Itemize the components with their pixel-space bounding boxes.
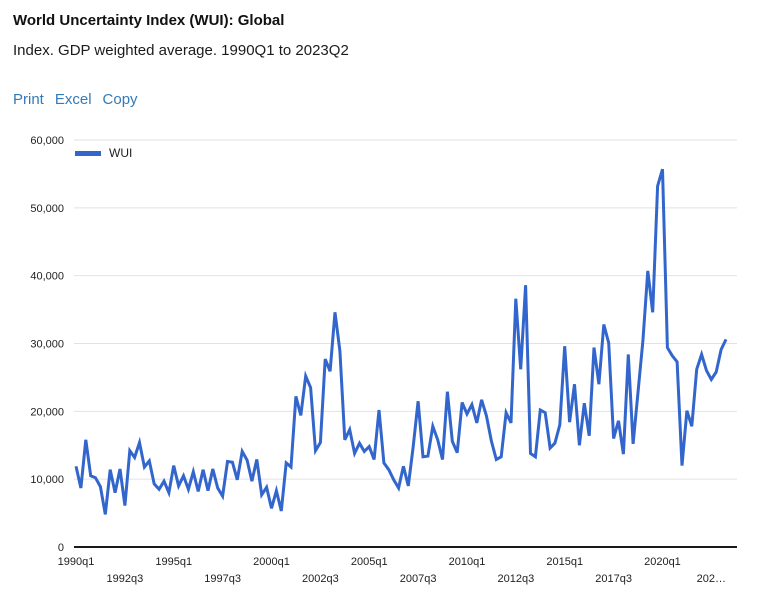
legend-label: WUI [109,146,133,160]
x-axis-tick-label: 1997q3 [204,573,241,585]
y-axis-tick-label: 60,000 [30,135,64,147]
y-axis-tick-label: 0 [58,542,64,554]
x-axis-tick-label: 2012q3 [497,573,534,585]
y-axis-tick-label: 20,000 [30,406,64,418]
x-axis-tick-label: 2000q1 [253,556,290,568]
x-axis-tick-label: 2020q1 [644,556,681,568]
x-axis-tick-label: 2015q1 [546,556,583,568]
print-link[interactable]: Print [13,91,44,108]
wui-series-line [74,168,728,515]
legend-line-swatch [75,150,101,156]
x-axis-tick-label: 1990q1 [58,556,95,568]
x-axis-tick-label: 2005q1 [351,556,388,568]
copy-link[interactable]: Copy [102,91,138,108]
chart-legend: WUI [75,146,132,160]
x-axis-tick-label: 2017q3 [595,573,632,585]
y-axis-tick-label: 50,000 [30,203,64,215]
chart-subtitle: Index. GDP weighted average. 1990Q1 to 2… [13,42,349,59]
y-axis-tick-label: 10,000 [30,474,64,486]
x-axis-tick-label: 2007q3 [400,573,437,585]
y-axis-tick-label: 30,000 [30,339,64,351]
x-axis-tick-label: 1992q3 [107,573,144,585]
x-axis-tick-label: 202… [697,573,726,585]
x-axis-tick-label: 2002q3 [302,573,339,585]
excel-link[interactable]: Excel [54,91,92,108]
x-axis-tick-label: 1995q1 [155,556,192,568]
chart-toolbar: Print Excel Copy [13,91,138,108]
page-title: World Uncertainty Index (WUI): Global [13,12,285,29]
y-axis-tick-label: 40,000 [30,271,64,283]
x-axis-tick-label: 2010q1 [449,556,486,568]
